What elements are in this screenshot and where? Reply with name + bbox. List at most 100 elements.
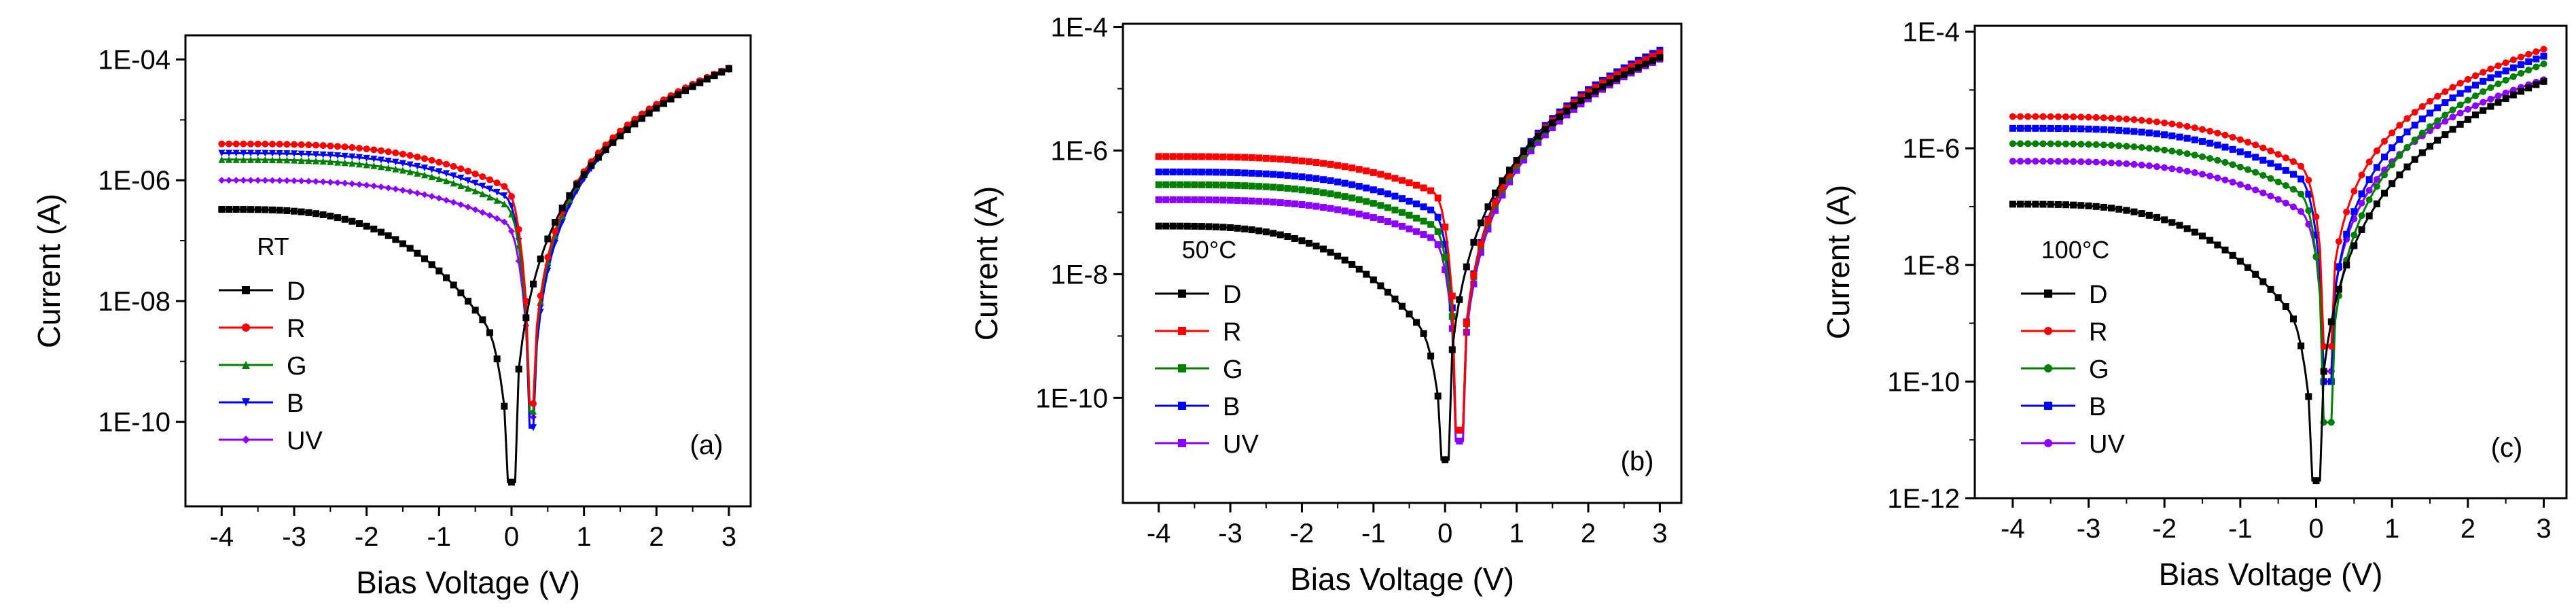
data-point <box>1327 177 1334 184</box>
data-point <box>1434 392 1442 400</box>
data-point <box>435 194 443 202</box>
series-d <box>1155 54 1664 464</box>
data-point <box>1442 224 1449 231</box>
data-point <box>573 181 580 188</box>
data-point <box>1413 319 1420 326</box>
data-point <box>1255 154 1263 162</box>
data-point <box>414 153 421 160</box>
data-point <box>1334 192 1342 199</box>
data-point <box>1427 234 1435 241</box>
data-point <box>1327 249 1334 256</box>
data-point <box>341 143 348 151</box>
data-point <box>2449 106 2456 114</box>
data-point <box>414 162 421 170</box>
data-point <box>2389 144 2396 152</box>
data-point <box>399 160 406 167</box>
data-point <box>2108 126 2115 134</box>
data-point <box>1234 154 1241 161</box>
data-point <box>370 146 378 154</box>
data-point <box>1434 213 1442 221</box>
data-point <box>363 222 370 230</box>
data-point <box>2032 158 2039 165</box>
data-point <box>319 158 327 165</box>
data-point <box>262 140 269 147</box>
data-point <box>609 139 617 146</box>
data-point <box>2108 159 2115 167</box>
data-point <box>2509 64 2517 71</box>
data-point <box>1169 169 1177 176</box>
data-point <box>2199 138 2206 145</box>
data-point <box>1155 169 1162 176</box>
data-point <box>1484 217 1492 224</box>
data-point <box>2365 196 2373 203</box>
data-point <box>1442 254 1449 261</box>
data-point <box>595 154 602 161</box>
data-point <box>1355 196 1363 203</box>
data-point <box>2252 169 2259 176</box>
data-point <box>2130 128 2138 135</box>
x-tick-label: -4 <box>210 522 234 552</box>
data-point <box>1413 228 1420 235</box>
data-point <box>2062 158 2069 165</box>
series-line-d <box>221 67 730 483</box>
data-point <box>291 207 298 215</box>
data-point <box>2252 141 2259 149</box>
data-point <box>312 157 319 164</box>
data-point <box>1341 193 1348 200</box>
data-point <box>1477 240 1484 247</box>
y-tick-label: 1E-10 <box>1035 383 1108 413</box>
data-point <box>2168 147 2176 155</box>
data-point <box>1306 174 1312 181</box>
y-tick-label: 1E-4 <box>1051 13 1109 43</box>
data-point <box>1169 153 1177 160</box>
data-point <box>399 186 406 194</box>
x-tick-label: 2 <box>2461 514 2475 544</box>
data-point <box>1284 156 1291 163</box>
data-point <box>1520 148 1528 156</box>
data-point <box>2009 124 2016 132</box>
data-point <box>2077 125 2085 133</box>
data-point <box>1549 124 1556 132</box>
data-point <box>378 147 384 154</box>
data-point <box>1198 223 1205 230</box>
x-tick-label: -4 <box>2001 514 2025 544</box>
data-point <box>1183 196 1191 203</box>
data-point <box>2024 113 2032 120</box>
data-point <box>1484 226 1492 233</box>
series-d <box>218 65 732 486</box>
data-point <box>2274 151 2282 158</box>
legend-label-r: R <box>1223 318 1241 347</box>
data-point <box>232 140 240 147</box>
data-point <box>2403 115 2411 122</box>
data-point <box>1649 52 1656 60</box>
data-point <box>2290 315 2297 323</box>
data-point <box>1370 214 1377 222</box>
data-point <box>327 212 334 220</box>
data-point <box>1420 184 1427 192</box>
data-point <box>1241 182 1249 190</box>
data-point <box>2130 116 2138 124</box>
data-point <box>226 206 232 213</box>
data-point <box>552 228 558 235</box>
data-point <box>479 316 486 324</box>
data-point <box>1183 181 1191 188</box>
data-point <box>1420 330 1427 337</box>
data-point <box>1348 209 1356 216</box>
data-point <box>2145 145 2153 152</box>
legend-label-d: D <box>287 277 305 306</box>
data-point <box>1241 169 1249 177</box>
data-point <box>2282 181 2289 189</box>
data-point <box>2168 165 2176 173</box>
data-point <box>1255 170 1263 177</box>
data-point <box>356 181 363 188</box>
data-point <box>327 142 334 150</box>
data-point <box>1391 295 1399 302</box>
data-point <box>530 407 537 415</box>
data-point <box>378 163 384 171</box>
data-point <box>2145 211 2153 219</box>
data-point <box>232 177 240 184</box>
data-point <box>1420 203 1427 211</box>
data-point <box>269 156 276 164</box>
x-tick-label: -1 <box>1361 519 1386 548</box>
data-point <box>2411 109 2418 116</box>
